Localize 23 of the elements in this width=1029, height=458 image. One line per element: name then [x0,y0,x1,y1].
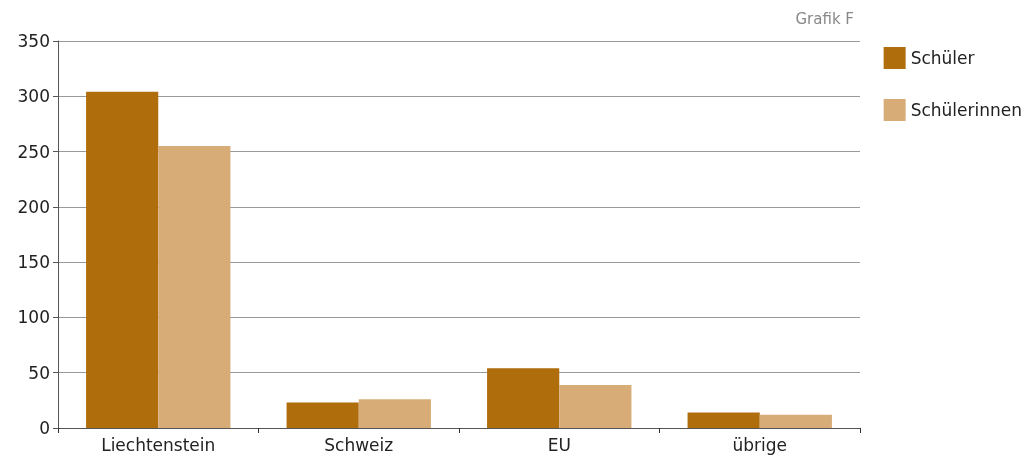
x-tick-label: Liechtenstein [101,434,216,455]
y-tick-label: 100 [17,307,50,328]
x-tick-label: übrige [732,434,788,455]
y-tick-label: 150 [17,252,50,273]
y-tick-label: 0 [39,418,50,438]
text: Grafik F [795,9,854,28]
bar [158,146,231,428]
y-tick-label: 350 [17,31,50,51]
bar [286,402,359,428]
bar [86,91,159,428]
x-tick-label: Schweiz [324,434,394,455]
legend-label: Schülerinnen [910,100,1023,120]
bar [358,399,431,428]
y-tick-label: 250 [17,141,50,162]
bar [687,412,760,428]
y-tick-label: 50 [28,362,50,383]
y-tick-label: 200 [17,196,50,217]
legend-label: Schüler [910,48,975,68]
y-tick-label: 300 [17,86,50,107]
x-tick-label: EU [547,434,571,455]
bar [759,414,832,428]
bar [487,368,560,428]
bar [559,384,632,428]
